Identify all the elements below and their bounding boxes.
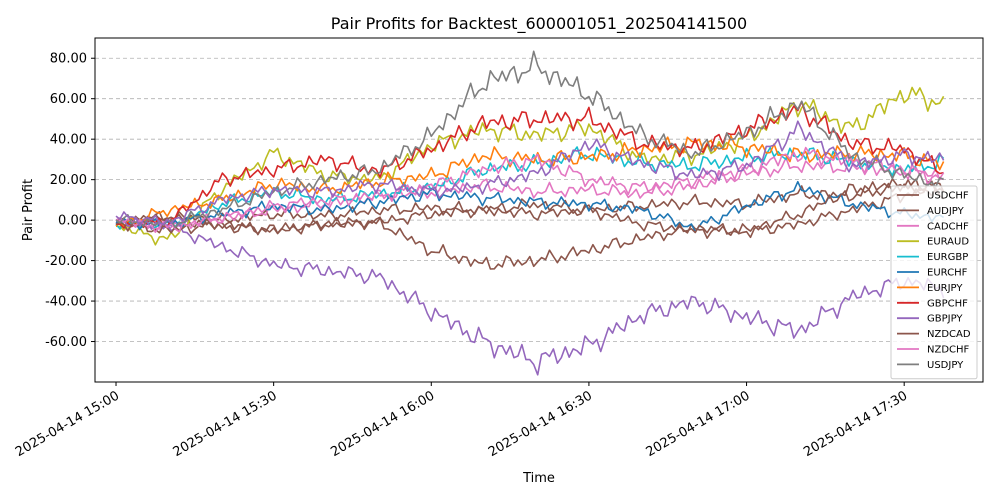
legend-label: EURJPY bbox=[927, 283, 963, 294]
legend-label: EURGBP bbox=[927, 252, 968, 263]
chart-title: Pair Profits for Backtest_600001051_2025… bbox=[331, 14, 747, 34]
x-axis-title: Time bbox=[522, 471, 555, 486]
series-line-usdjpy bbox=[115, 50, 944, 229]
legend-label: GBPJPY bbox=[927, 314, 963, 325]
y-axis: -60.00 -40.00 -20.00 0.00 20.00 40.00 60.00 80.… bbox=[45, 52, 95, 350]
series-line-nzdchf bbox=[115, 146, 945, 233]
legend-label: CADCHF bbox=[927, 221, 969, 232]
series-line-eurchf bbox=[115, 180, 945, 233]
legend: USDCHF AUDJPY CADCHF EURAUD EURGBP EURCHF EURJ… bbox=[890, 185, 978, 380]
y-tick-label: -20.00 bbox=[45, 254, 87, 269]
y-tick-label: 0.00 bbox=[58, 214, 87, 229]
series-line-gbpjpy bbox=[115, 120, 945, 227]
series-line-gbpchf bbox=[116, 100, 944, 229]
plot-frame bbox=[94, 37, 984, 383]
y-tick-label: -40.00 bbox=[45, 295, 87, 310]
series-line-audjpy bbox=[115, 180, 945, 239]
series-line-gbpjpy bbox=[115, 216, 945, 376]
legend-label: USDCHF bbox=[927, 191, 969, 202]
legend-box bbox=[890, 185, 978, 380]
series-lines bbox=[115, 50, 945, 376]
legend-label: USDJPY bbox=[927, 360, 964, 371]
y-axis-title: Pair Profit bbox=[21, 179, 36, 241]
y-tick-label: 20.00 bbox=[50, 173, 87, 188]
series-line-usdchf bbox=[115, 179, 945, 226]
y-tick-label: 80.00 bbox=[50, 52, 87, 67]
legend-label: NZDCAD bbox=[927, 329, 971, 340]
legend-label: GBPCHF bbox=[927, 298, 968, 309]
legend-label: EURCHF bbox=[927, 268, 968, 279]
y-tick-label: -60.00 bbox=[45, 335, 87, 350]
y-tick-label: 60.00 bbox=[50, 92, 87, 107]
legend-label: EURAUD bbox=[927, 237, 969, 248]
series-line-euraud bbox=[115, 86, 945, 246]
y-tick-label: 40.00 bbox=[50, 133, 87, 148]
series-line-cadchf bbox=[115, 156, 944, 231]
legend-label: AUDJPY bbox=[927, 206, 965, 217]
series-line-nzdcad bbox=[115, 178, 945, 270]
legend-label: NZDCHF bbox=[927, 345, 970, 356]
